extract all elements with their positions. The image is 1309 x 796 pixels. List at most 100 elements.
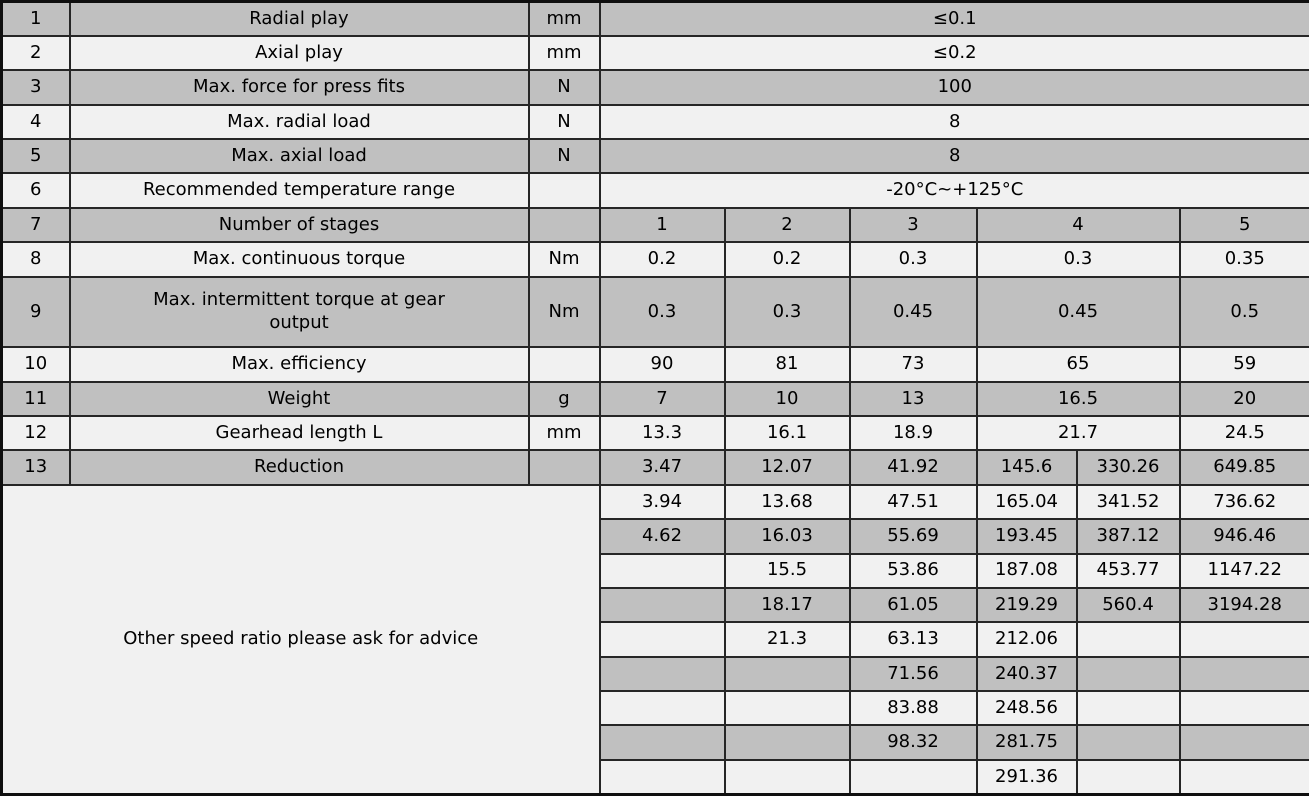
param-name-cell: Radial play [68,0,530,37]
table-row: 12 Gearhead length L mm 13.3 16.1 18.9 2… [0,415,1309,452]
param-name-cell: Number of stages [68,206,530,244]
stage-value-cell: 24.5 [1178,415,1309,452]
param-unit-cell: N [527,69,601,106]
table-row: 5 Max. axial load N 8 [0,137,1309,175]
stage-value-cell: 0.2 [723,241,851,278]
reduction-value-cell [1075,724,1181,761]
param-value-cell: ≤0.1 [598,0,1309,37]
row-number-cell: 3 [0,69,71,106]
reduction-value-cell: 12.07 [723,449,851,486]
table-row: 21.3 63.13 212.06 [2,621,1309,658]
reduction-value-cell: 1147.22 [1178,552,1309,589]
reduction-value-cell: 3194.28 [1178,586,1309,624]
param-value-cell: 8 [598,103,1309,141]
stage-value-cell: 0.45 [975,275,1181,349]
stage-value-cell: 13.3 [598,415,726,452]
stage-value-cell: 18.9 [848,415,978,452]
param-value-cell: 100 [598,69,1309,106]
row-number-cell: 12 [0,415,71,452]
stage-header-cell: 2 [723,206,851,244]
param-unit-cell [527,206,601,244]
reduction-value-cell: 21.3 [723,621,851,658]
param-value-cell: 8 [598,137,1309,175]
param-value-cell: ≤0.2 [598,34,1309,72]
reduction-value-cell [1075,758,1181,796]
row-number-cell: 2 [0,34,71,72]
param-name-cell: Recommended temperature range [68,172,530,209]
reduction-value-cell: 281.75 [975,724,1078,761]
reduction-value-cell: 47.51 [848,483,978,521]
stage-value-cell: 16.1 [723,415,851,452]
reduction-value-cell: 4.62 [598,518,726,555]
reduction-value-cell [598,586,726,624]
param-name-cell: Max. axial load [68,137,530,175]
reduction-value-cell: 330.26 [1075,449,1181,486]
reduction-value-cell: 187.08 [975,552,1078,589]
param-unit-cell [527,449,601,486]
stage-value-cell: 10 [723,380,851,418]
table-row: Other speed ratio please ask for advice … [0,483,1309,796]
reduction-value-cell: 387.12 [1075,518,1181,555]
table-row: 11 Weight g 7 10 13 16.5 20 [0,380,1309,418]
reduction-value-cell [598,621,726,658]
row-number-cell: 5 [0,137,71,175]
reduction-value-cell: 649.85 [1178,449,1309,486]
table-row: 4.62 16.03 55.69 193.45 387.12 946.46 [2,518,1309,555]
reduction-value-cell: 212.06 [975,621,1078,658]
stage-header-cell: 3 [848,206,978,244]
reduction-value-cell [598,690,726,727]
reduction-value-cell [598,724,726,761]
stage-header-cell: 4 [975,206,1181,244]
reduction-value-cell: 61.05 [848,586,978,624]
reduction-value-cell: 13.68 [723,483,851,521]
reduction-value-cell [723,758,851,796]
stage-value-cell: 20 [1178,380,1309,418]
reduction-value-cell [1178,621,1309,658]
reduction-value-cell: 18.17 [723,586,851,624]
table-row: 71.56 240.37 [2,655,1309,693]
reduction-value-cell [598,655,726,693]
reduction-value-cell: 53.86 [848,552,978,589]
reduction-value-cell: 83.88 [848,690,978,727]
param-value-cell: -20°C~+125°C [598,172,1309,209]
param-name-cell: Max. radial load [68,103,530,141]
reduction-value-cell: 193.45 [975,518,1078,555]
stage-value-cell: 0.3 [975,241,1181,278]
reduction-value-cell: 98.32 [848,724,978,761]
reduction-value-cell: 55.69 [848,518,978,555]
row-number-cell: 10 [0,346,71,383]
row-number-cell: 7 [0,206,71,244]
param-unit-cell: Nm [527,241,601,278]
param-name-cell: Weight [68,380,530,418]
other-ratio-note-cell: Other speed ratio please ask for advice [0,483,601,796]
reduction-value-cell: 145.6 [975,449,1078,486]
table-row: 4 Max. radial load N 8 [0,103,1309,141]
table-row: 83.88 248.56 [2,690,1309,727]
param-unit-cell: mm [527,34,601,72]
reduction-value-cell: 15.5 [723,552,851,589]
reduction-value-cell: 453.77 [1075,552,1181,589]
reduction-value-cell [1075,655,1181,693]
stage-value-cell: 0.45 [848,275,978,349]
param-name-cell: Axial play [68,34,530,72]
reduction-value-cell [1075,690,1181,727]
reduction-value-cell [1178,690,1309,727]
stage-value-cell: 7 [598,380,726,418]
reduction-value-cell [848,758,978,796]
table-row: 10 Max. efficiency 90 81 73 65 59 [0,346,1309,383]
stage-value-cell: 0.5 [1178,275,1309,349]
stage-value-cell: 0.3 [723,275,851,349]
table-row: 6 Recommended temperature range -20°C~+1… [0,172,1309,209]
stage-value-cell: 65 [975,346,1181,383]
param-unit-cell [527,172,601,209]
reduction-value-cell [1178,758,1309,796]
stage-value-cell: 90 [598,346,726,383]
row-number-cell: 1 [0,0,71,37]
stage-value-cell: 73 [848,346,978,383]
stage-header-cell: 5 [1178,206,1309,244]
param-name-cell: Max. intermittent torque at gear output [68,275,530,349]
reduction-value-cell: 219.29 [975,586,1078,624]
reduction-value-cell: 560.4 [1075,586,1181,624]
stage-value-cell: 81 [723,346,851,383]
